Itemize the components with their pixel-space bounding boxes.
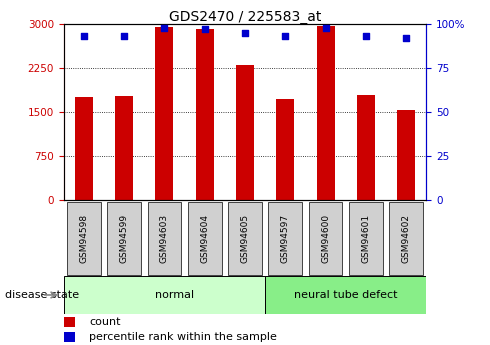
Point <box>241 30 249 36</box>
FancyBboxPatch shape <box>107 201 141 275</box>
Bar <box>317 27 335 200</box>
Point <box>321 25 329 30</box>
FancyBboxPatch shape <box>67 201 101 275</box>
FancyBboxPatch shape <box>188 201 221 275</box>
Text: disease state: disease state <box>5 290 79 300</box>
Point <box>80 34 88 39</box>
FancyBboxPatch shape <box>349 201 383 275</box>
Point <box>201 27 209 32</box>
FancyBboxPatch shape <box>228 201 262 275</box>
Point <box>402 36 410 41</box>
Text: count: count <box>89 317 121 327</box>
Text: GSM94601: GSM94601 <box>361 214 370 263</box>
Text: neural tube defect: neural tube defect <box>294 290 397 300</box>
FancyBboxPatch shape <box>309 201 343 275</box>
Text: GDS2470 / 225583_at: GDS2470 / 225583_at <box>169 10 321 24</box>
Bar <box>155 27 173 200</box>
Text: GSM94605: GSM94605 <box>241 214 249 263</box>
Bar <box>64 332 74 342</box>
FancyBboxPatch shape <box>269 201 302 275</box>
Text: percentile rank within the sample: percentile rank within the sample <box>89 332 277 342</box>
Bar <box>64 317 74 327</box>
Bar <box>75 98 93 200</box>
Text: GSM94599: GSM94599 <box>120 214 129 263</box>
Text: GSM94600: GSM94600 <box>321 214 330 263</box>
Point <box>362 34 370 39</box>
Bar <box>115 96 133 200</box>
Text: normal: normal <box>155 290 194 300</box>
Text: GSM94597: GSM94597 <box>281 214 290 263</box>
Text: GSM94598: GSM94598 <box>79 214 88 263</box>
FancyBboxPatch shape <box>265 276 426 314</box>
Bar <box>236 65 254 200</box>
Point <box>281 34 289 39</box>
Bar <box>357 95 375 200</box>
Bar <box>196 29 214 200</box>
Bar <box>397 110 415 200</box>
Point <box>161 25 169 30</box>
FancyBboxPatch shape <box>64 276 265 314</box>
Point <box>120 34 128 39</box>
Text: GSM94602: GSM94602 <box>402 214 411 263</box>
Bar <box>276 99 294 200</box>
Text: GSM94603: GSM94603 <box>160 214 169 263</box>
FancyBboxPatch shape <box>147 201 181 275</box>
Text: GSM94604: GSM94604 <box>200 214 209 263</box>
FancyBboxPatch shape <box>389 201 423 275</box>
